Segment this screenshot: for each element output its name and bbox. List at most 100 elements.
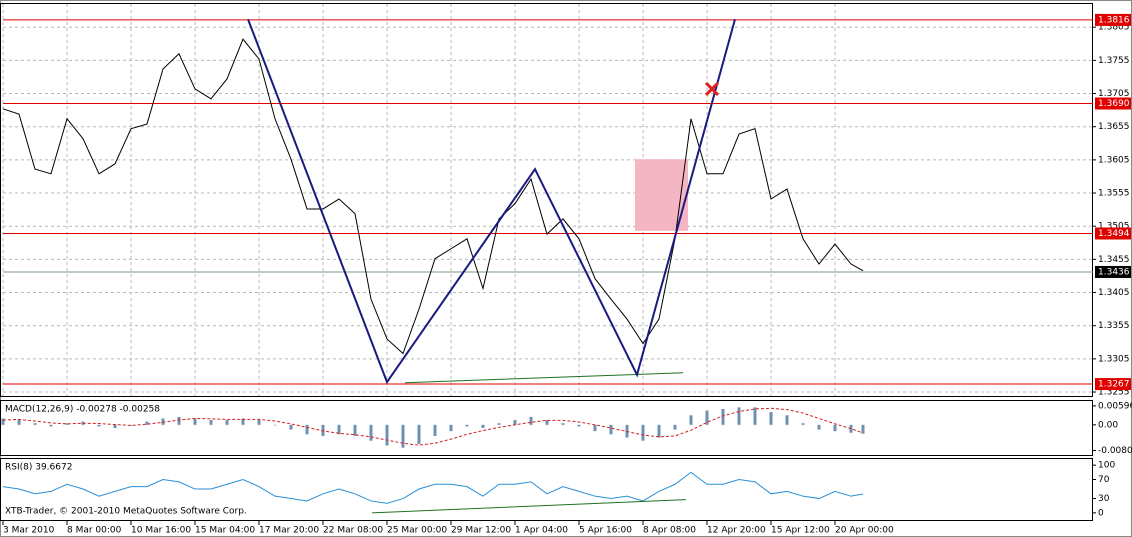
histogram-bar [1, 418, 5, 425]
histogram-bar [417, 424, 421, 444]
histogram-bar [241, 418, 245, 425]
histogram-bar [641, 424, 645, 441]
histogram-bar [705, 410, 709, 425]
x-tick-label: 25 Mar 00:00 [387, 526, 447, 536]
histogram-bar [289, 424, 293, 430]
panel-title: RSI(8) 39.6672 [5, 463, 72, 473]
histogram-bar [17, 420, 21, 425]
histogram-bar [353, 424, 357, 436]
x-tick-label: 12 Apr 20:00 [707, 526, 766, 536]
cross-marker [704, 81, 720, 96]
y-tick-label: 1.3705 [1098, 89, 1130, 99]
level-label: 1.3816 [1098, 15, 1130, 25]
histogram-bar [193, 418, 197, 425]
histogram-bar [609, 424, 613, 435]
histogram-bar [369, 424, 373, 441]
histogram-bar [529, 416, 533, 425]
y-tick-label: 0 [1098, 508, 1104, 518]
histogram-bar [657, 424, 661, 438]
x-tick-label: 20 Apr 00:00 [835, 526, 894, 536]
x-tick-label: 15 Apr 12:00 [771, 526, 830, 536]
series-line [2, 38, 864, 355]
price-panel [0, 3, 1093, 397]
current-price-label: 1.3436 [1098, 267, 1130, 277]
y-tick-label: 1.3305 [1098, 354, 1130, 364]
y-tick-label: -0.00807 [1098, 446, 1132, 456]
level-label: 1.3494 [1098, 229, 1130, 239]
level-label: 1.3690 [1098, 99, 1130, 109]
x-tick-label: 17 Mar 20:00 [259, 526, 319, 536]
y-tick-label: 1.3655 [1098, 122, 1130, 132]
histogram-bar [545, 420, 549, 425]
x-tick-label: 5 Apr 16:00 [579, 526, 632, 536]
histogram-bar [209, 420, 213, 425]
histogram-bar [721, 408, 725, 425]
trendline [371, 499, 687, 514]
y-tick-label: 0.00 [1098, 420, 1118, 430]
x-tick-label: 10 Mar 16:00 [131, 526, 191, 536]
histogram-bar [577, 424, 581, 427]
macd-panel [0, 400, 1093, 456]
histogram-bar [833, 424, 837, 432]
y-tick-label: 1.3255 [1098, 388, 1130, 398]
x-tick-label: 8 Apr 08:00 [643, 526, 696, 536]
histogram-bar [861, 424, 865, 434]
histogram-bar [481, 424, 485, 428]
histogram-bar [449, 424, 453, 432]
x-tick-label: 15 Mar 04:00 [195, 526, 255, 536]
histogram-bar [65, 423, 69, 425]
level-label-box [1095, 97, 1131, 110]
histogram-bar [689, 415, 693, 425]
histogram-bar [177, 416, 181, 425]
level-label-box [1095, 378, 1131, 391]
y-tick-label: 1.3355 [1098, 321, 1130, 331]
histogram-bar [33, 423, 37, 425]
y-tick-label: 30 [1098, 494, 1110, 504]
y-tick-label: 1.3555 [1098, 189, 1130, 199]
y-tick-label: 1.3805 [1098, 23, 1130, 33]
y-tick-label: 1.3405 [1098, 288, 1130, 298]
rsi-panel [0, 458, 1093, 521]
histogram-bar [129, 424, 133, 426]
histogram-bar [561, 423, 565, 425]
histogram-bar [465, 424, 469, 427]
y-tick-label: 1.3505 [1098, 222, 1130, 232]
histogram-bar [513, 420, 517, 425]
histogram-bar [769, 412, 773, 425]
y-tick-label: 1.3455 [1098, 255, 1130, 265]
histogram-bar [673, 424, 677, 430]
histogram-bar [273, 424, 277, 426]
histogram-bar [753, 407, 757, 425]
histogram-bar [49, 424, 53, 427]
x-tick-label: 8 Mar 00:00 [67, 526, 122, 536]
zigzag [247, 18, 736, 385]
histogram-bar [593, 424, 597, 432]
histogram-bar [801, 423, 805, 425]
histogram-bar [737, 407, 741, 425]
current-price-box [1095, 265, 1131, 278]
level-label-box [1095, 227, 1131, 240]
histogram-bar [161, 418, 165, 425]
histogram-bar [497, 423, 501, 425]
x-tick-label: 22 Mar 08:00 [323, 526, 383, 536]
signal-line [2, 407, 864, 446]
histogram-bar [113, 424, 117, 428]
x-tick-label: 1 Apr 04:00 [515, 526, 568, 536]
cross-stroke [704, 81, 720, 96]
histogram-bar [257, 420, 261, 425]
histogram-bar [385, 424, 389, 446]
y-tick-label: 1.3605 [1098, 155, 1130, 165]
histogram-bar [337, 424, 341, 435]
histogram-bar [305, 424, 309, 435]
histogram-bar [785, 415, 789, 425]
y-tick-label: 1.3755 [1098, 56, 1130, 66]
histogram-bar [401, 424, 405, 448]
y-tick-label: 70 [1098, 475, 1110, 485]
watermark: XTB-Trader, © 2001-2010 MetaQuotes Softw… [5, 507, 247, 517]
y-tick-label: 100 [1098, 461, 1115, 471]
histogram-bar [145, 421, 149, 425]
series-line [2, 471, 864, 504]
histogram-bar [97, 424, 101, 427]
